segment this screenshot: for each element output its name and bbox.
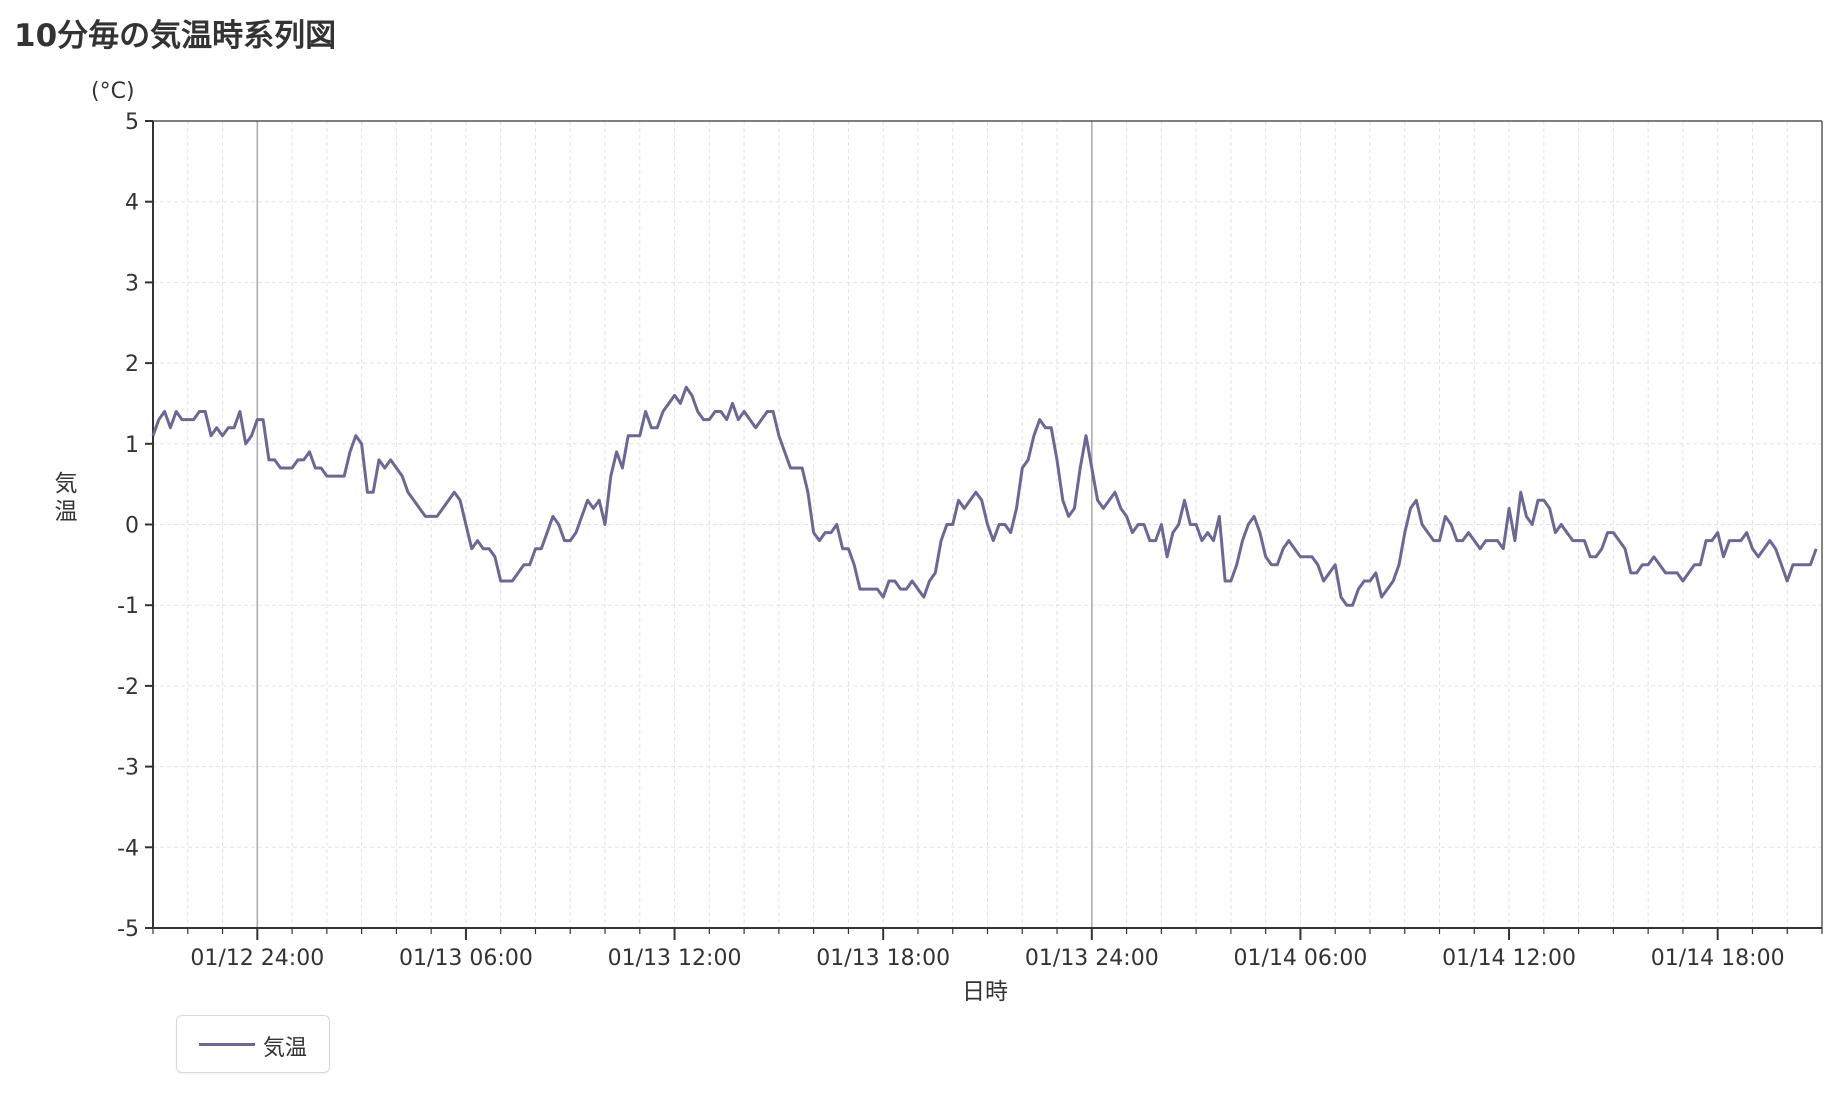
- y-tick-label: 3: [125, 271, 139, 296]
- y-tick-label: -4: [117, 836, 139, 861]
- legend-label: 気温: [263, 1036, 308, 1061]
- y-tick-label: 0: [125, 514, 139, 539]
- x-axis-title: 日時: [962, 979, 1008, 1005]
- y-axis-title-char: 温: [55, 499, 78, 525]
- y-axis-title: 気温: [55, 471, 78, 525]
- y-tick-label: -1: [117, 594, 139, 619]
- series-line-temperature: [151, 385, 1818, 607]
- y-tick-label: 2: [125, 352, 139, 377]
- y-axis-title-char: 気: [55, 471, 78, 497]
- x-tick-label: 01/13 06:00: [399, 946, 533, 971]
- y-tick-label: -2: [117, 675, 139, 700]
- x-tick-label: 01/13 18:00: [816, 946, 950, 971]
- major-vertical-gridlines: [256, 121, 1719, 928]
- y-tick-label: 4: [125, 191, 139, 216]
- y-axis-unit: (°C): [91, 79, 135, 104]
- x-tick-label: 01/14 12:00: [1442, 946, 1576, 971]
- legend: 気温: [176, 1015, 330, 1073]
- y-tick-label: -5: [117, 917, 139, 942]
- page-title: 10分毎の気温時系列図: [14, 18, 337, 54]
- minor-vertical-gridlines: [187, 121, 1788, 928]
- legend-swatch: [199, 1043, 255, 1046]
- x-tick-label: 01/13 24:00: [1025, 946, 1159, 971]
- x-tick-label: 01/14 18:00: [1651, 946, 1785, 971]
- x-axis-ticks: 01/12 24:00 01/13 06:00 01/13 12:00 01/13 1…: [152, 928, 1823, 971]
- x-tick-label: 01/13 12:00: [608, 946, 742, 971]
- y-tick-label: 1: [125, 433, 139, 458]
- x-tick-label: 01/12 24:00: [190, 946, 324, 971]
- y-tick-label: 5: [125, 110, 139, 135]
- y-tick-label: -3: [117, 756, 139, 781]
- x-tick-label: 01/14 06:00: [1234, 946, 1368, 971]
- series-layer: [151, 385, 1818, 607]
- y-axis-ticks: 5 4 3 2 1 0 -1 -2 -3 -4 -5: [117, 110, 153, 942]
